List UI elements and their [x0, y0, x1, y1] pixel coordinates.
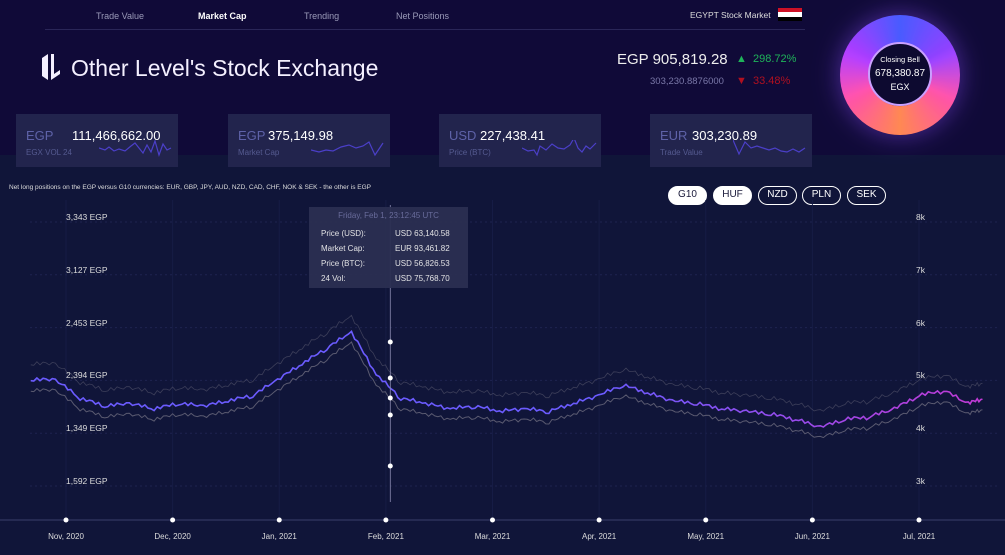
- x-tick-dot: [276, 517, 282, 523]
- card-currency: EUR: [660, 128, 688, 143]
- market-label: EGYPT Stock Market: [690, 10, 771, 20]
- crosshair-dot: [387, 395, 393, 401]
- card-trade-value[interactable]: EUR 303,230.89 Trade Value: [650, 114, 812, 167]
- x-tick-dot: [490, 517, 495, 523]
- x-tick-label: Jul, 2021: [902, 532, 936, 541]
- crosshair-dot: [387, 463, 393, 469]
- x-tick-dot: [809, 517, 815, 523]
- nav-divider: [45, 29, 805, 30]
- tooltip-key: Price (USD):: [321, 229, 366, 238]
- card-value: 303,230.89: [692, 128, 758, 143]
- nav-trending[interactable]: Trending: [304, 11, 340, 21]
- main-change: ▲ 298.72%: [736, 53, 796, 65]
- x-tick-dot: [63, 517, 69, 523]
- y-tick-label-left: 3,343 EGP: [66, 212, 108, 222]
- tooltip-key: 24 Vol:: [321, 274, 346, 283]
- x-tick-dot: [703, 517, 709, 523]
- sparkline: [311, 141, 384, 157]
- filter-nzd[interactable]: NZD: [758, 186, 797, 205]
- card-currency: EGP: [238, 128, 266, 143]
- card-market-cap[interactable]: EGP 375,149.98 Market Cap: [228, 114, 390, 167]
- chart-tooltip: Friday, Feb 1, 23:12:45 UTC Price (USD):…: [309, 207, 468, 288]
- closing-bell[interactable]: Closing Bell 678,380.87 EGX: [868, 42, 932, 106]
- y-tick-label-right: 5k: [916, 370, 925, 381]
- secondary-change: ▼ 33.48%: [736, 75, 790, 87]
- upper-band-line: [30, 314, 983, 412]
- main-change-value: 298.72%: [753, 53, 797, 65]
- y-tick-label-left: 3,127 EGP: [66, 264, 108, 275]
- x-tick-label: Nov, 2020: [48, 532, 84, 541]
- tooltip-value: EUR 93,461.82: [395, 244, 450, 253]
- y-tick-label-left: 1,349 EGP: [66, 423, 108, 434]
- card-value: 375,149.98: [268, 128, 334, 143]
- card-label: EGX VOL 24: [26, 148, 72, 157]
- arrow-down-icon: ▼: [736, 75, 747, 87]
- card-label: Price (BTC): [449, 148, 491, 157]
- closing-bell-unit: EGX: [890, 82, 910, 92]
- closing-bell-label: Closing Bell: [880, 55, 920, 64]
- tooltip-header: Friday, Feb 1, 23:12:45 UTC: [338, 211, 439, 220]
- series-line: [30, 330, 983, 428]
- tooltip-value: USD 75,768.70: [395, 274, 450, 283]
- card-price-btc[interactable]: USD 227,438.41 Price (BTC): [439, 114, 601, 167]
- tooltip-key: Market Cap:: [321, 244, 365, 253]
- card-label: Market Cap: [238, 148, 280, 157]
- egypt-flag-icon[interactable]: [778, 8, 802, 21]
- x-tick-label: Mar, 2021: [474, 532, 511, 541]
- tooltip-value: USD 56,826.53: [395, 259, 450, 268]
- x-tick-label: Apr, 2021: [582, 532, 617, 541]
- x-tick-label: Jan, 2021: [261, 532, 297, 541]
- y-tick-label-left: 2,394 EGP: [66, 370, 108, 381]
- crosshair-dot: [387, 412, 393, 418]
- nav-trade-value[interactable]: Trade Value: [96, 11, 145, 21]
- sparkline: [733, 140, 806, 156]
- x-tick-dot: [170, 517, 176, 523]
- tooltip-key: Price (BTC):: [321, 259, 365, 268]
- card-currency: EGP: [26, 128, 54, 143]
- x-tick-dot: [596, 517, 602, 523]
- nav-market-cap[interactable]: Market Cap: [198, 11, 247, 21]
- y-tick-label-left: 1,592 EGP: [66, 476, 108, 486]
- filter-g10[interactable]: G10: [668, 186, 707, 205]
- filter-sek[interactable]: SEK: [847, 186, 886, 205]
- card-currency: USD: [449, 128, 477, 143]
- x-tick-label: Jun, 2021: [794, 532, 830, 541]
- tooltip-value: USD 63,140.58: [395, 229, 450, 238]
- card-value: 111,466,662.00: [72, 128, 161, 143]
- card-egx-vol[interactable]: EGP 111,466,662.00 EGX VOL 24: [16, 114, 178, 167]
- y-tick-label-right: 7k: [916, 264, 925, 275]
- sparkline: [99, 140, 172, 157]
- y-tick-label-right: 3k: [916, 476, 925, 486]
- card-label: Trade Value: [660, 148, 703, 157]
- arrow-up-icon: ▲: [736, 53, 747, 65]
- crosshair-dot: [387, 339, 393, 345]
- secondary-value: 303,230.8876000: [650, 76, 724, 87]
- x-tick-label: May, 2021: [687, 532, 725, 541]
- filter-pln[interactable]: PLN: [802, 186, 841, 205]
- closing-bell-value: 678,380.87: [874, 68, 926, 79]
- main-value: EGP 905,819.28: [617, 51, 728, 68]
- y-tick-label-left: 2,453 EGP: [66, 317, 108, 328]
- sparkline: [522, 140, 597, 157]
- y-tick-label-right: 6k: [916, 317, 925, 328]
- filter-huf[interactable]: HUF: [713, 186, 752, 205]
- y-tick-label-right: 8k: [916, 212, 925, 222]
- chart-description: Net long positions on the EGP versus G10…: [9, 184, 371, 191]
- crosshair-dot: [387, 375, 393, 381]
- y-tick-label-right: 4k: [916, 423, 925, 434]
- secondary-change-value: 33.48%: [753, 75, 791, 87]
- x-tick-dot: [383, 517, 389, 523]
- lower-band-line: [30, 341, 983, 439]
- page-title: Other Level's Stock Exchange: [71, 55, 379, 81]
- card-value: 227,438.41: [480, 128, 546, 143]
- nav-net-positions[interactable]: Net Positions: [396, 11, 450, 21]
- x-tick-label: Feb, 2021: [367, 532, 404, 541]
- x-tick-dot: [916, 517, 922, 523]
- chart-area: [0, 155, 1005, 555]
- other-level-logo: [42, 54, 60, 80]
- x-tick-label: Dec, 2020: [154, 532, 191, 541]
